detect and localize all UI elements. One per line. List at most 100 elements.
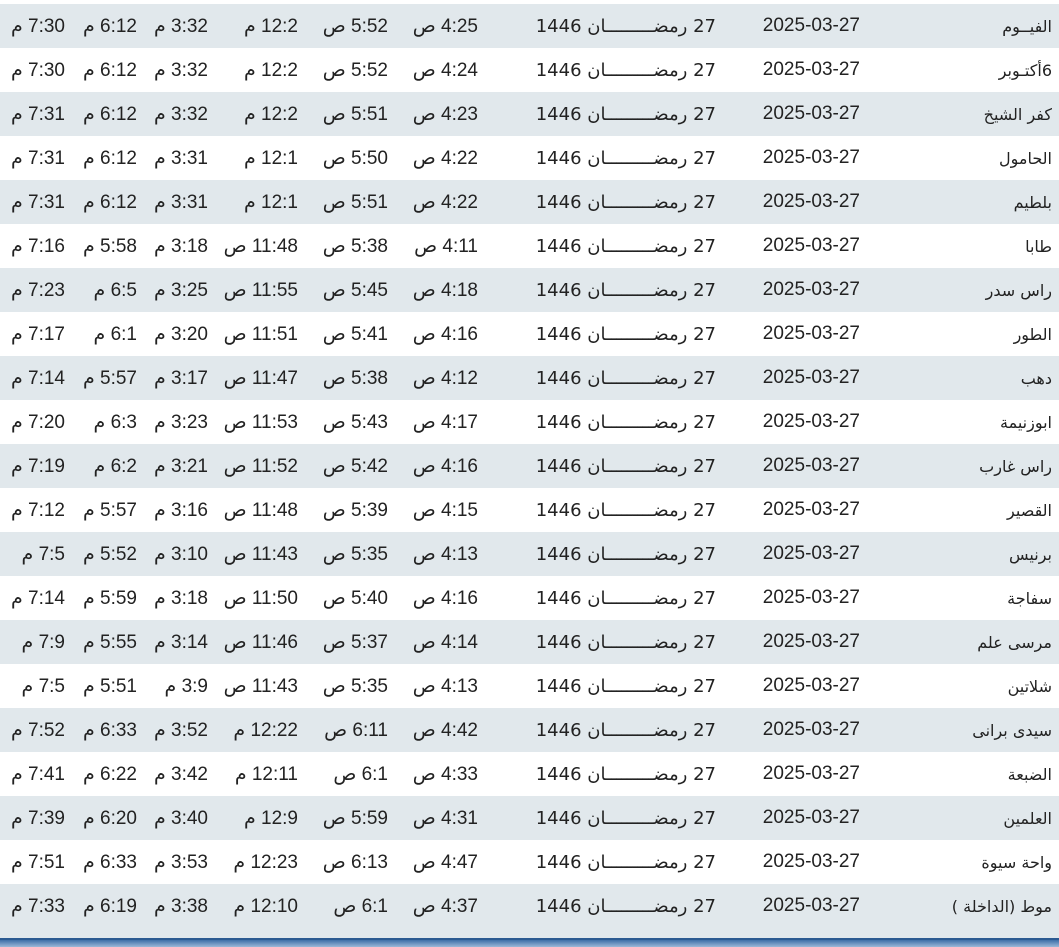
asr-time-cell: 3:17 م — [137, 356, 208, 400]
hijri-date-cell: 27 رمضـــــــــان 1446 — [478, 444, 716, 488]
isha-time-cell: 7:5 م — [21, 675, 65, 697]
gregorian-date-cell: 2025-03-27 — [716, 708, 860, 752]
sunrise-time-cell: 6:1 ص — [333, 763, 388, 785]
hijri-date-cell: 27 رمضـــــــــان 1446 — [535, 763, 716, 785]
maghrib-time-cell: 6:1 م — [93, 323, 137, 345]
city-cell: كفر الشيخ — [860, 92, 1059, 136]
sunrise-time-cell: 5:59 ص — [298, 796, 388, 840]
sunrise-time-cell: 5:42 ص — [298, 444, 388, 488]
dhuhr-time-cell: 11:48 ص — [223, 235, 298, 257]
gregorian-date-cell: 2025-03-27 — [762, 323, 860, 344]
city-cell: الطور — [1013, 324, 1052, 344]
maghrib-time-cell: 6:20 م — [65, 796, 137, 840]
table-row: برنيس 2025-03-27 27 رمضـــــــــان 1446 4:1… — [0, 532, 1059, 576]
hijri-date-cell: 27 رمضـــــــــان 1446 — [478, 708, 716, 752]
hijri-date-cell: 27 رمضـــــــــان 1446 — [535, 499, 716, 521]
maghrib-time-cell: 6:12 م — [65, 180, 137, 224]
gregorian-date-cell: 2025-03-27 — [716, 532, 860, 576]
table-row: دهب 2025-03-27 27 رمضـــــــــان 1446 4:12 … — [0, 356, 1059, 400]
sunrise-time-cell: 5:45 ص — [298, 268, 388, 312]
table-row: راس سدر 2025-03-27 27 رمضـــــــــان 1446 4… — [0, 268, 1059, 312]
asr-time-cell: 3:31 م — [137, 180, 208, 224]
sunrise-time-cell: 5:38 ص — [298, 356, 388, 400]
table-row: الحامول 2025-03-27 27 رمضـــــــــان 1446 4… — [0, 136, 1059, 180]
city-cell: راس غارب — [860, 444, 1059, 488]
table-row: بلطيم 2025-03-27 27 رمضـــــــــان 1446 4:2… — [0, 180, 1059, 224]
dhuhr-time-cell: 11:47 ص — [208, 356, 298, 400]
hijri-date-cell: 27 رمضـــــــــان 1446 — [478, 4, 716, 48]
sunrise-time-cell: 5:41 ص — [322, 323, 388, 345]
maghrib-time-cell: 5:57 م — [82, 499, 137, 521]
city-cell: سفاجة — [1007, 588, 1052, 608]
asr-time-cell: 3:9 م — [164, 675, 208, 697]
asr-time-cell: 3:40 م — [137, 796, 208, 840]
gregorian-date-cell: 2025-03-27 — [762, 763, 860, 784]
table-row: العلمين 2025-03-27 27 رمضـــــــــان 1446 4… — [0, 796, 1059, 840]
hijri-date-cell: 27 رمضـــــــــان 1446 — [478, 356, 716, 400]
table-row: 6أكتـوبر 2025-03-27 27 رمضـــــــــان 1446… — [0, 48, 1059, 92]
table-row: سفاجة 2025-03-27 27 رمضـــــــــان 1446 4:1… — [0, 576, 1059, 620]
hijri-date-cell: 27 رمضـــــــــان 1446 — [478, 620, 716, 664]
gregorian-date-cell: 2025-03-27 — [716, 268, 860, 312]
asr-time-cell: 3:32 م — [153, 59, 208, 81]
gregorian-date-cell: 2025-03-27 — [716, 884, 860, 928]
fajr-time-cell: 4:47 ص — [412, 851, 478, 873]
gregorian-date-cell: 2025-03-27 — [716, 4, 860, 48]
gregorian-date-cell: 2025-03-27 — [716, 356, 860, 400]
gregorian-date-cell: 2025-03-27 — [716, 620, 860, 664]
maghrib-time-cell: 6:12 م — [82, 59, 137, 81]
isha-time-cell: 7:12 م — [10, 499, 65, 521]
isha-time-cell: 7:31 م — [0, 92, 65, 136]
maghrib-time-cell: 6:2 م — [65, 444, 137, 488]
city-cell: شلاتين — [1007, 676, 1052, 696]
gregorian-date-cell: 2025-03-27 — [762, 411, 860, 432]
hijri-date-cell: 27 رمضـــــــــان 1446 — [478, 884, 716, 928]
asr-time-cell: 3:18 م — [153, 587, 208, 609]
dhuhr-time-cell: 11:55 ص — [208, 268, 298, 312]
maghrib-time-cell: 6:12 م — [82, 147, 137, 169]
taskbar-edge — [0, 938, 1059, 947]
fajr-time-cell: 4:15 ص — [412, 499, 478, 521]
asr-time-cell: 3:18 م — [153, 235, 208, 257]
gregorian-date-cell: 2025-03-27 — [716, 180, 860, 224]
fajr-time-cell: 4:25 ص — [388, 4, 478, 48]
hijri-date-cell: 27 رمضـــــــــان 1446 — [478, 796, 716, 840]
city-cell: الضبعة — [1007, 764, 1052, 784]
dhuhr-time-cell: 11:53 ص — [223, 411, 298, 433]
maghrib-time-cell: 6:5 م — [65, 268, 137, 312]
gregorian-date-cell: 2025-03-27 — [716, 92, 860, 136]
isha-time-cell: 7:41 م — [10, 763, 65, 785]
hijri-date-cell: 27 رمضـــــــــان 1446 — [535, 587, 716, 609]
asr-time-cell: 3:31 م — [153, 147, 208, 169]
gregorian-date-cell: 2025-03-27 — [762, 147, 860, 168]
city-cell: مرسى علم — [860, 620, 1059, 664]
asr-time-cell: 3:42 م — [153, 763, 208, 785]
city-cell: ابوزنيمة — [1000, 412, 1052, 432]
table-row: شلاتين 2025-03-27 27 رمضـــــــــان 1446 4:… — [0, 664, 1059, 708]
asr-time-cell: 3:23 م — [153, 411, 208, 433]
gregorian-date-cell: 2025-03-27 — [762, 235, 860, 256]
fajr-time-cell: 4:14 ص — [388, 620, 478, 664]
city-cell: القصير — [1007, 500, 1052, 520]
maghrib-time-cell: 6:12 م — [65, 92, 137, 136]
city-cell: طابا — [1025, 236, 1052, 256]
dhuhr-time-cell: 12:9 م — [208, 796, 298, 840]
table-row: سيدى برانى 2025-03-27 27 رمضـــــــــان 14… — [0, 708, 1059, 752]
asr-time-cell: 3:21 م — [137, 444, 208, 488]
maghrib-time-cell: 5:57 م — [65, 356, 137, 400]
asr-time-cell: 3:25 م — [137, 268, 208, 312]
dhuhr-time-cell: 12:10 م — [208, 884, 298, 928]
isha-time-cell: 7:52 م — [0, 708, 65, 752]
hijri-date-cell: 27 رمضـــــــــان 1446 — [535, 851, 716, 873]
isha-time-cell: 7:30 م — [10, 59, 65, 81]
hijri-date-cell: 27 رمضـــــــــان 1446 — [535, 59, 716, 81]
hijri-date-cell: 27 رمضـــــــــان 1446 — [478, 180, 716, 224]
fajr-time-cell: 4:11 ص — [414, 235, 478, 257]
maghrib-time-cell: 5:58 م — [82, 235, 137, 257]
maghrib-time-cell: 6:22 م — [82, 763, 137, 785]
sunrise-time-cell: 5:51 ص — [298, 180, 388, 224]
dhuhr-time-cell: 11:52 ص — [208, 444, 298, 488]
sunrise-time-cell: 6:11 ص — [298, 708, 388, 752]
dhuhr-time-cell: 11:48 ص — [223, 499, 298, 521]
hijri-date-cell: 27 رمضـــــــــان 1446 — [535, 675, 716, 697]
